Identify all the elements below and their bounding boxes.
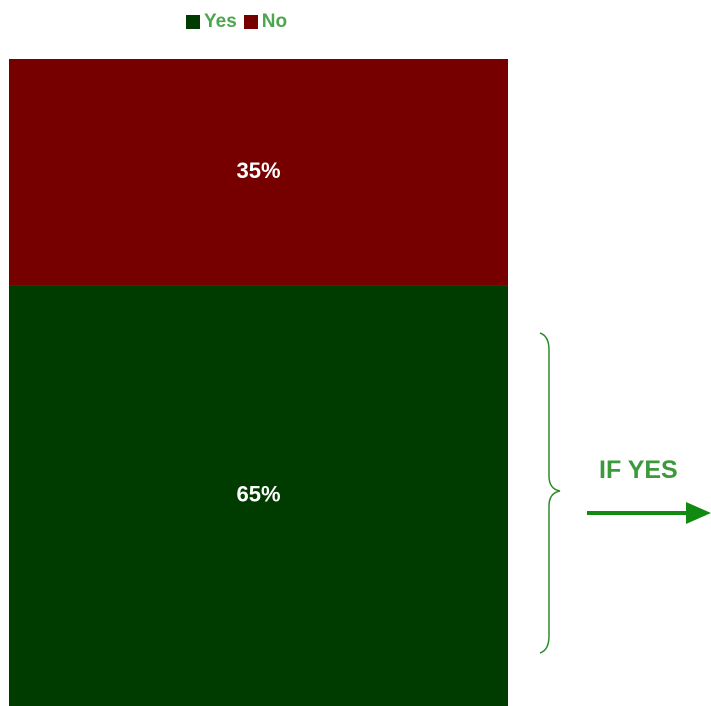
legend: Yes No	[186, 11, 287, 33]
data-label-no: 35%	[236, 158, 280, 183]
legend-item-yes: Yes	[186, 11, 237, 33]
bar-yes	[9, 285, 508, 706]
legend-item-no: No	[243, 11, 288, 33]
legend-swatch-no	[243, 15, 258, 29]
legend-swatch-yes	[186, 15, 200, 29]
legend-label-yes: Yes	[204, 11, 237, 32]
curly-brace-icon	[539, 332, 561, 654]
bar-no	[9, 59, 508, 286]
data-label-yes: 65%	[236, 482, 280, 507]
right-arrow-icon	[686, 502, 711, 524]
annotation-if-yes: IF YES	[599, 456, 678, 484]
legend-label-no: No	[261, 11, 288, 32]
